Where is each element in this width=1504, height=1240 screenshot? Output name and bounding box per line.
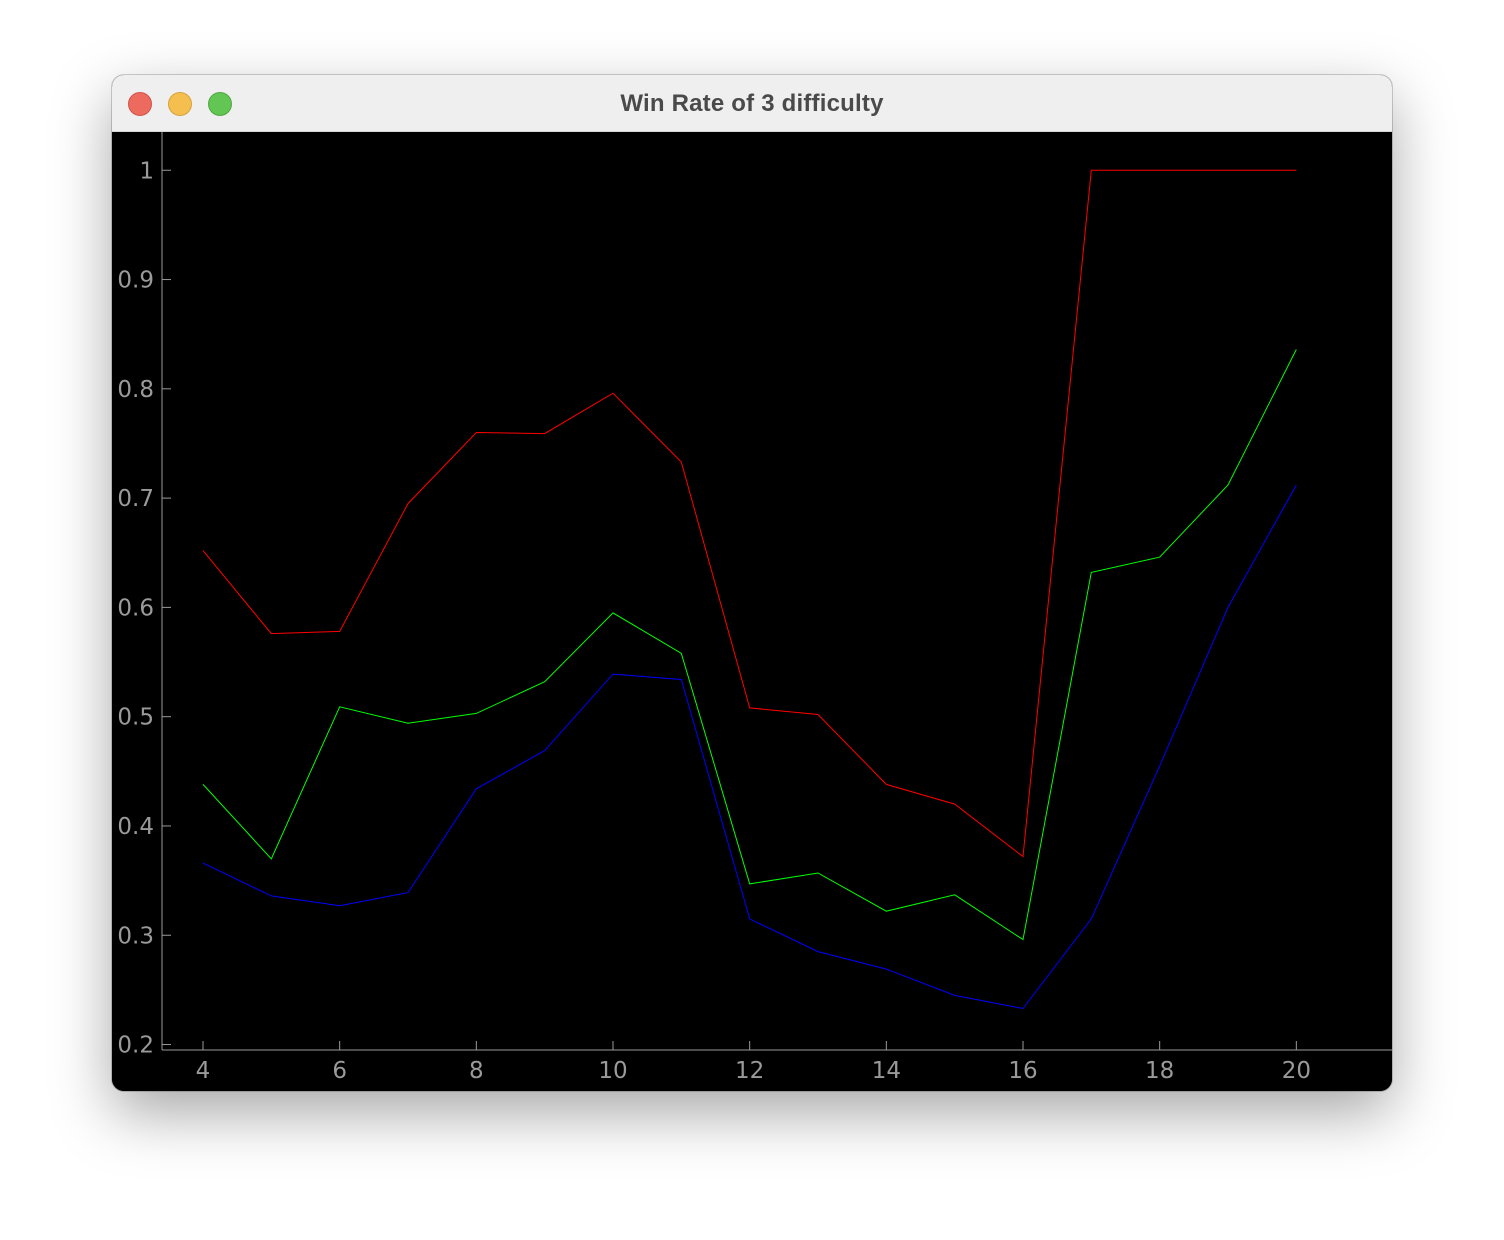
y-tick-label: 0.3 (117, 923, 154, 949)
series-line-3 (202, 484, 1297, 1010)
plot-area: 0.2 0.3 0.4 0.5 0.6 0.7 0.8 0.9 1 4 6 8 10 12 14 16 18 2… (112, 132, 1392, 1091)
minimize-button[interactable] (168, 92, 192, 116)
y-tick-label: 0.4 (117, 814, 154, 840)
y-tick-label: 0.8 (117, 377, 154, 403)
y-tick-label: 0.7 (117, 486, 154, 512)
x-tick-label: 14 (872, 1058, 901, 1084)
x-tick-label: 10 (598, 1058, 627, 1084)
series-line-1 (202, 169, 1297, 858)
x-tick-label: 18 (1145, 1058, 1174, 1084)
series-line-2 (202, 349, 1297, 941)
series-group (202, 169, 1297, 1010)
x-axis: 4 6 8 10 12 14 16 18 20 (196, 1041, 1311, 1084)
app-window: Win Rate of 3 difficulty 0.2 0.3 0.4 0.5 0.6… (112, 75, 1392, 1091)
y-axis: 0.2 0.3 0.4 0.5 0.6 0.7 0.8 0.9 1 (117, 158, 171, 1059)
x-tick-label: 12 (735, 1058, 764, 1084)
y-tick-label: 0.9 (117, 268, 154, 294)
y-tick-label: 0.5 (117, 705, 154, 731)
y-tick-label: 0.6 (117, 595, 154, 621)
close-button[interactable] (128, 92, 152, 116)
line-chart: 0.2 0.3 0.4 0.5 0.6 0.7 0.8 0.9 1 4 6 8 10 12 14 16 18 2… (117, 132, 1392, 1084)
y-tick-label: 1 (139, 158, 154, 184)
x-tick-label: 6 (332, 1058, 347, 1084)
x-tick-label: 4 (196, 1058, 211, 1084)
titlebar[interactable]: Win Rate of 3 difficulty (112, 75, 1392, 132)
zoom-button[interactable] (208, 92, 232, 116)
x-tick-label: 8 (469, 1058, 484, 1084)
y-tick-label: 0.2 (117, 1033, 154, 1059)
window-title: Win Rate of 3 difficulty (620, 90, 884, 117)
x-tick-label: 16 (1008, 1058, 1037, 1084)
x-tick-label: 20 (1282, 1058, 1311, 1084)
